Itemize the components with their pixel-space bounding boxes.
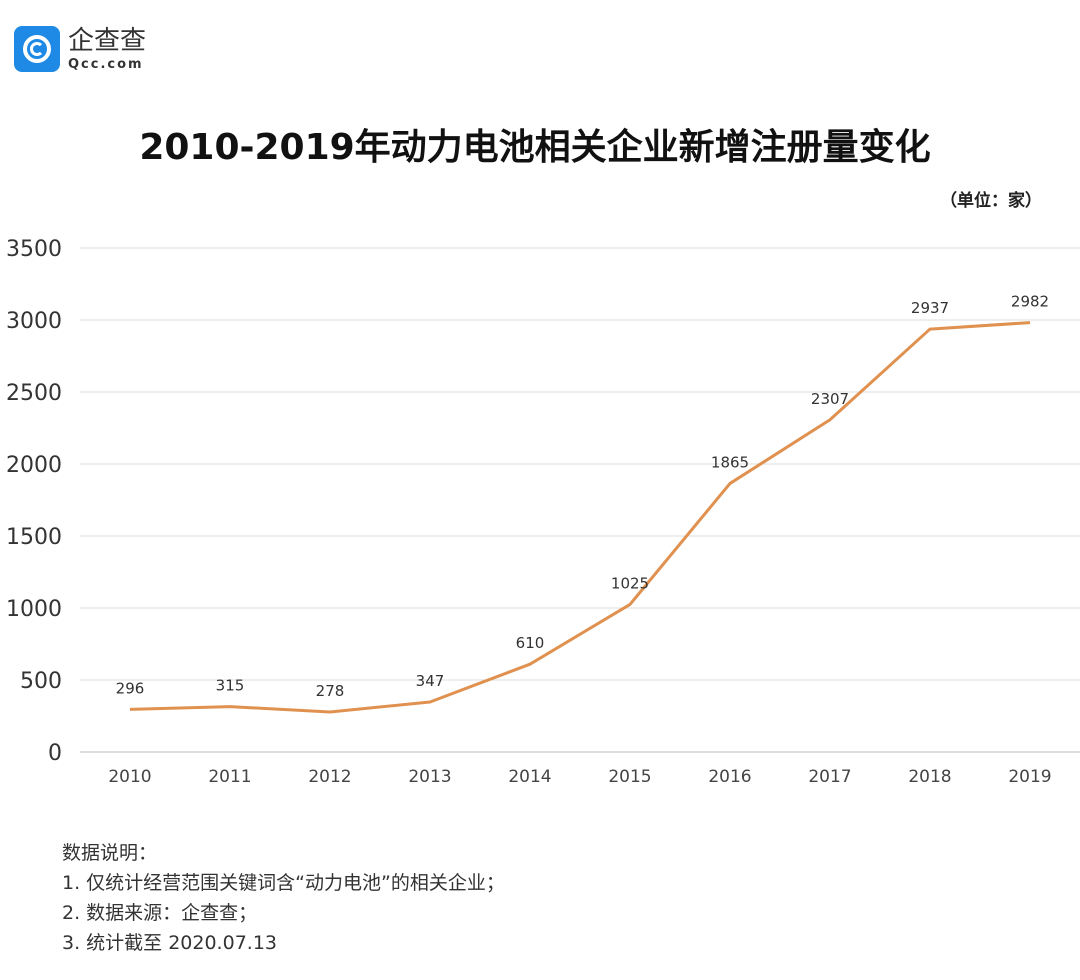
y-tick-label: 3500	[6, 237, 62, 262]
notes: 数据说明： 1. 仅统计经营范围关键词含“动力电池”的相关企业； 2. 数据来源…	[62, 838, 505, 958]
data-label: 1865	[711, 453, 749, 471]
y-tick-label: 500	[20, 669, 62, 694]
series-line	[129, 321, 1031, 714]
qcc-logo-icon	[14, 26, 60, 72]
data-label: 610	[516, 634, 545, 652]
y-tick-label: 2500	[6, 381, 62, 406]
data-label: 278	[316, 682, 345, 700]
x-tick-label: 2012	[308, 767, 351, 787]
x-tick-label: 2016	[708, 767, 751, 787]
x-tick-label: 2015	[608, 767, 651, 787]
unit-label: （单位：家）	[940, 191, 1042, 211]
data-label: 2937	[911, 299, 949, 317]
notes-heading: 数据说明：	[62, 842, 158, 864]
data-label: 315	[216, 677, 245, 695]
data-label: 2307	[811, 390, 849, 408]
x-tick-label: 2017	[808, 767, 851, 787]
note-item: 3. 统计截至 2020.07.13	[62, 932, 277, 954]
chart-title: 2010-2019年动力电池相关企业新增注册量变化	[139, 127, 931, 168]
data-label: 2982	[1011, 293, 1049, 311]
qcc-logo: 企查查 Qcc.com	[14, 26, 146, 72]
x-tick-label: 2013	[408, 767, 451, 787]
note-item: 2. 数据来源：企查查；	[62, 902, 258, 924]
y-tick-label: 1000	[6, 597, 62, 622]
note-item: 1. 仅统计经营范围关键词含“动力电池”的相关企业；	[62, 872, 505, 894]
logo-en: Qcc.com	[68, 56, 144, 72]
y-tick-label: 1500	[6, 525, 62, 550]
x-tick-label: 2010	[108, 767, 151, 787]
data-label: 296	[116, 679, 145, 697]
y-tick-label: 2000	[6, 453, 62, 478]
x-tick-label: 2011	[208, 767, 251, 787]
data-label: 1025	[611, 574, 649, 592]
y-tick-label: 0	[48, 741, 62, 766]
y-tick-label: 3000	[6, 309, 62, 334]
logo-cn: 企查查	[68, 25, 147, 56]
x-tick-label: 2019	[1008, 767, 1051, 787]
data-label: 347	[416, 672, 445, 690]
x-tick-label: 2014	[508, 767, 551, 787]
x-tick-label: 2018	[908, 767, 951, 787]
